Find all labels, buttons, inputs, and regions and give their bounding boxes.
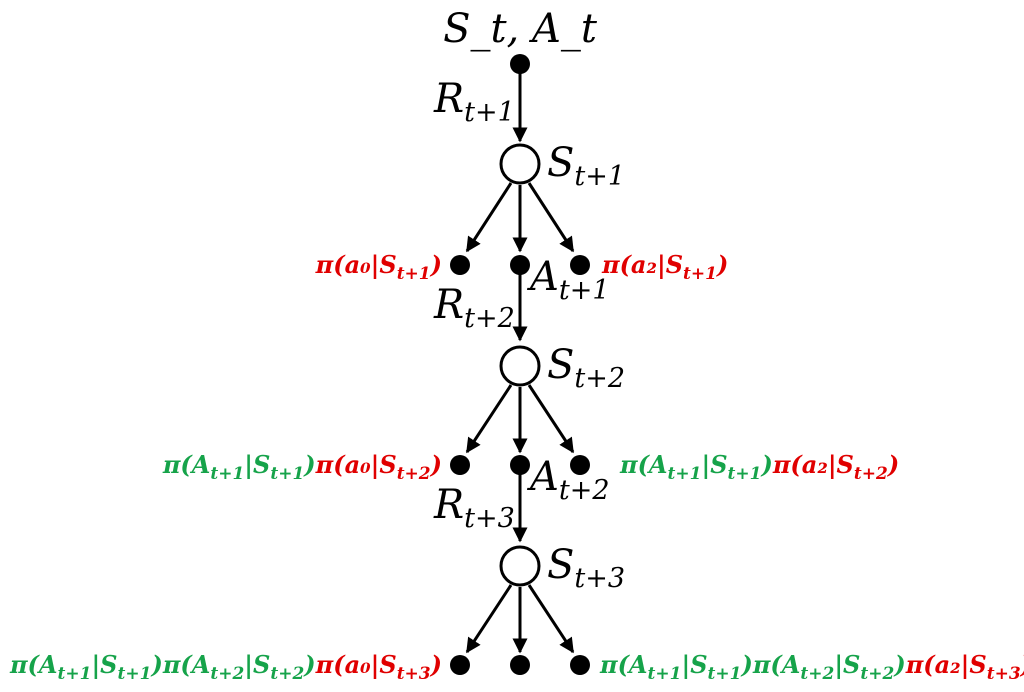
prob-l1-right: π(a₂|St+1​) bbox=[601, 250, 728, 284]
edge-s1-left bbox=[465, 182, 513, 253]
action-node-root bbox=[510, 54, 530, 74]
state-node-s3 bbox=[499, 545, 541, 587]
reward-label-r1: Rt+1​ bbox=[433, 76, 515, 128]
state-label-s2: St+2​ bbox=[547, 342, 625, 394]
state-node-s2 bbox=[499, 345, 541, 387]
probability-labels: π(a₀|St+1​) π(a₂|St+1​) π(At+1​|St+1​)π(… bbox=[9, 250, 1024, 684]
prob-l3-right: π(At+1​|St+1​)π(At+2​|St+2​)π(a₂|St+3​) bbox=[599, 650, 1024, 684]
reward-label-r3: Rt+3​ bbox=[433, 482, 515, 534]
action-node-l3-right bbox=[570, 655, 590, 675]
action-node-l1-left bbox=[450, 255, 470, 275]
nodes bbox=[450, 54, 590, 675]
edge-s2-left bbox=[465, 384, 513, 454]
math-labels: S_t, A_t Rt+1​ St+1​ At+1​ Rt+2​ St+2​ A… bbox=[433, 6, 625, 594]
action-node-l2-mid bbox=[510, 455, 530, 475]
action-node-l1-right bbox=[570, 255, 590, 275]
action-node-l1-mid bbox=[510, 255, 530, 275]
edge-s2-right bbox=[527, 384, 575, 454]
edge-s3-right bbox=[527, 584, 575, 654]
state-label-s3: St+3​ bbox=[547, 542, 625, 594]
prob-l2-left: π(At+1​|St+1​)π(a₀|St+2​) bbox=[162, 450, 442, 484]
reward-label-r2: Rt+2​ bbox=[433, 282, 515, 334]
prob-l1-left: π(a₀|St+1​) bbox=[315, 250, 442, 284]
state-label-s1: St+1​ bbox=[547, 140, 625, 192]
action-label-a2: At+2​ bbox=[526, 454, 610, 506]
edge-s1-right bbox=[527, 182, 575, 253]
action-node-l3-left bbox=[450, 655, 470, 675]
action-node-l2-right bbox=[570, 455, 590, 475]
edge-s3-left bbox=[465, 584, 513, 654]
edges bbox=[465, 64, 575, 654]
root-label: S_t, A_t bbox=[443, 6, 598, 52]
state-node-s1 bbox=[499, 143, 541, 185]
action-label-a1: At+1​ bbox=[526, 254, 610, 306]
prob-l3-left: π(At+1​|St+1​)π(At+2​|St+2​)π(a₀|St+3​) bbox=[9, 650, 442, 684]
action-node-l2-left bbox=[450, 455, 470, 475]
action-node-l3-mid bbox=[510, 655, 530, 675]
prob-l2-right: π(At+1​|St+1​)π(a₂|St+2​) bbox=[619, 450, 899, 484]
